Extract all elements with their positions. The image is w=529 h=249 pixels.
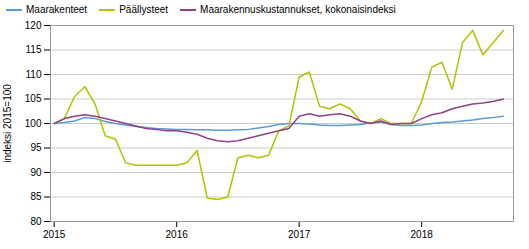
svg-text:90: 90 [30, 167, 42, 178]
svg-text:105: 105 [25, 93, 42, 104]
svg-text:115: 115 [26, 44, 42, 55]
svg-text:2016: 2016 [166, 229, 189, 240]
svg-text:100: 100 [25, 118, 42, 129]
svg-text:2017: 2017 [288, 229, 311, 240]
svg-text:2015: 2015 [43, 229, 66, 240]
svg-text:110: 110 [26, 69, 42, 80]
svg-text:indeksi 2015=100: indeksi 2015=100 [2, 84, 13, 163]
html-text:Päällysteet: Päällysteet [119, 4, 169, 15]
svg-text:95: 95 [30, 142, 42, 153]
svg-text:80: 80 [30, 216, 42, 227]
svg-text:85: 85 [30, 191, 42, 202]
html-text:Maarakennuskustannukset, kokon: Maarakennuskustannukset, kokonaisindeksi [200, 4, 396, 15]
svg-text:120: 120 [25, 20, 42, 31]
html-text:Maarakenteet: Maarakenteet [26, 4, 88, 15]
svg-text:2018: 2018 [411, 229, 434, 240]
